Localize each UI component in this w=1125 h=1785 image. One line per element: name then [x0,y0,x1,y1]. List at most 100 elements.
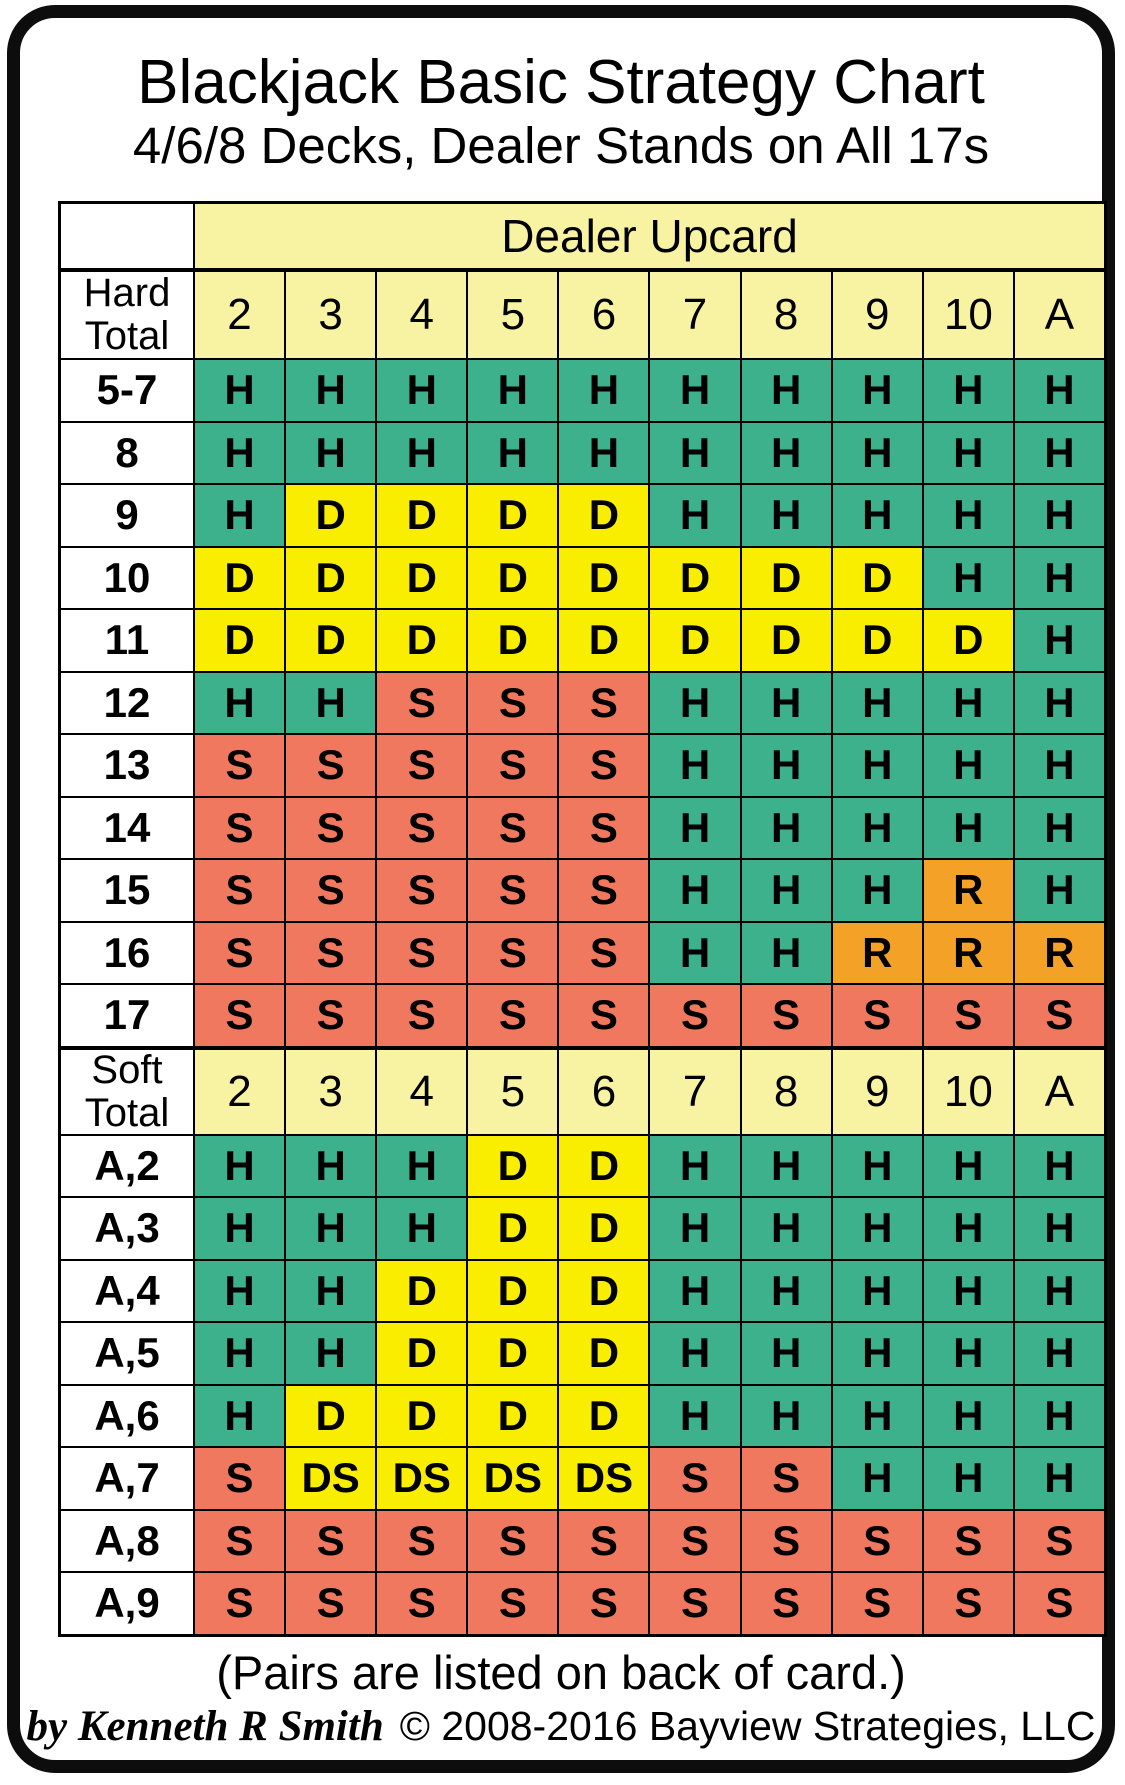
action-cell: H [193,1133,285,1196]
action-cell: DS [466,1446,558,1509]
action-cell: S [375,920,467,983]
action-cell: S [739,983,831,1046]
action-cell: H [1012,1383,1104,1446]
action-cell: H [739,920,831,983]
action-cell: S [557,733,649,796]
upcard-header: 3 [284,268,376,358]
action-cell: H [193,420,285,483]
action-cell: H [284,420,376,483]
action-cell: H [739,1133,831,1196]
action-cell: S [557,670,649,733]
action-cell: S [375,1508,467,1571]
action-cell: S [648,1571,740,1634]
action-cell: S [375,795,467,858]
upcard-header: 4 [375,1045,467,1134]
hand-label: A,3 [61,1196,193,1259]
upcard-header: 10 [921,268,1013,358]
action-cell: H [830,1321,922,1384]
action-cell: R [921,920,1013,983]
action-cell: D [466,483,558,546]
hard-total-label: Hard Total [61,268,193,358]
upcard-header: 8 [739,1045,831,1134]
action-cell: H [739,1258,831,1321]
action-cell: H [921,795,1013,858]
action-cell: S [739,1508,831,1571]
action-cell: H [830,858,922,921]
action-cell: D [648,608,740,671]
hand-label: A,7 [61,1446,193,1509]
upcard-header: 5 [466,1045,558,1134]
action-cell: S [466,1508,558,1571]
action-cell: H [739,483,831,546]
action-cell: H [1012,608,1104,671]
hand-label: 16 [61,920,193,983]
hand-label: A,9 [61,1571,193,1634]
action-cell: H [284,1258,376,1321]
action-cell: H [921,483,1013,546]
action-cell: H [830,733,922,796]
action-cell: H [739,1196,831,1259]
action-cell: H [830,795,922,858]
action-cell: D [375,1321,467,1384]
action-cell: S [193,1571,285,1634]
action-cell: D [557,1133,649,1196]
copyright-text: © 2008-2016 Bayview Strategies, LLC [399,1703,1096,1749]
action-cell: S [921,983,1013,1046]
action-cell: H [193,358,285,421]
action-cell: D [466,1383,558,1446]
action-cell: S [193,983,285,1046]
action-cell: S [466,733,558,796]
action-cell: H [1012,733,1104,796]
action-cell: S [284,1571,376,1634]
upcard-header: 5 [466,268,558,358]
upcard-header: 3 [284,1045,376,1134]
card-border: Blackjack Basic Strategy Chart 4/6/8 Dec… [7,5,1115,1773]
action-cell: D [921,608,1013,671]
action-cell: H [648,1321,740,1384]
upcard-header: 9 [830,268,922,358]
upcard-header: 8 [739,268,831,358]
action-cell: S [557,1571,649,1634]
action-cell: H [739,733,831,796]
action-cell: H [375,1133,467,1196]
action-cell: S [648,1446,740,1509]
action-cell: H [830,358,922,421]
action-cell: H [830,670,922,733]
action-cell: H [921,733,1013,796]
action-cell: D [466,1196,558,1259]
action-cell: H [648,1383,740,1446]
hand-label: A,4 [61,1258,193,1321]
action-cell: H [739,1383,831,1446]
hand-label: 8 [61,420,193,483]
action-cell: H [284,670,376,733]
action-cell: S [739,1571,831,1634]
action-cell: S [557,1508,649,1571]
action-cell: S [557,983,649,1046]
action-cell: H [1012,795,1104,858]
action-cell: H [921,1446,1013,1509]
action-cell: H [193,1258,285,1321]
action-cell: H [648,420,740,483]
action-cell: S [466,670,558,733]
action-cell: S [193,858,285,921]
action-cell: H [375,420,467,483]
action-cell: H [557,358,649,421]
action-cell: H [648,1133,740,1196]
hand-label: A,8 [61,1508,193,1571]
action-cell: H [284,1321,376,1384]
action-cell: H [193,483,285,546]
action-cell: D [193,545,285,608]
action-cell: H [739,858,831,921]
action-cell: S [284,1508,376,1571]
upcard-header: 6 [557,1045,649,1134]
action-cell: H [830,1383,922,1446]
action-cell: D [557,1383,649,1446]
hand-label: A,5 [61,1321,193,1384]
action-cell: D [557,1258,649,1321]
action-cell: S [375,858,467,921]
action-cell: D [830,608,922,671]
action-cell: H [921,1383,1013,1446]
credits-line: by Kenneth R Smith © 2008-2016 Bayview S… [20,1702,1102,1751]
action-cell: H [1012,545,1104,608]
action-cell: S [466,920,558,983]
